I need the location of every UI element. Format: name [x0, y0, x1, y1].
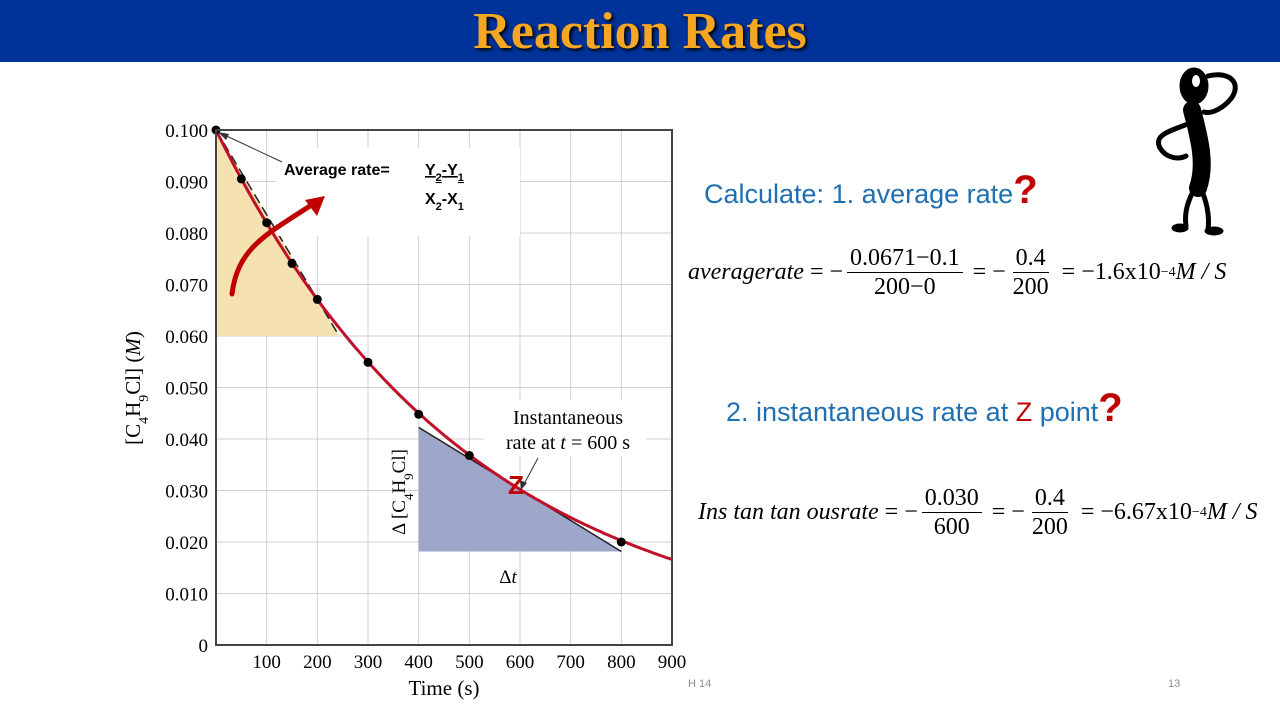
avg-rate-denominator: X2-X1: [425, 191, 464, 213]
footer-label: H 14: [688, 678, 712, 690]
data-point: [363, 357, 373, 367]
question-mark: ?: [1013, 168, 1038, 212]
y-tick-label: 0: [199, 636, 209, 657]
data-point: [414, 409, 424, 419]
avg-rate-numerator: Y2-Y1: [425, 162, 464, 184]
question-average-rate: Calculate: 1. average rate?: [704, 168, 1038, 212]
x-tick-label: 700: [556, 652, 585, 673]
y-tick-label: 0.020: [165, 533, 208, 554]
x-axis-label: Time (s): [409, 676, 480, 700]
x-tick-label: 400: [404, 652, 433, 673]
inst-pointer-arrowhead: [520, 480, 527, 490]
y-tick-label: 0.070: [165, 276, 208, 297]
avg-rate-label: Average rate=: [284, 162, 390, 179]
average-rate-formula: averagerate = − 0.0671−0.1 200−0 = − 0.4 2…: [688, 245, 1227, 300]
inst-rate-box: [484, 400, 646, 456]
x-tick-label: 900: [658, 652, 687, 673]
data-point: [287, 258, 297, 268]
data-point: [262, 218, 272, 228]
x-tick-label: 100: [252, 652, 281, 673]
page-number: 13: [1168, 678, 1181, 690]
data-point: [616, 537, 626, 547]
inst-rate-label-line2: rate at t = 600 s: [506, 432, 630, 454]
curved-arrowhead: [305, 196, 325, 216]
question-mark: ?: [1098, 386, 1123, 430]
avg-rate-box: [276, 148, 520, 236]
y-tick-labels: 0 0.010 0.020 0.030 0.040 0.050 0.060 0.070 0.08…: [165, 121, 208, 657]
y-tick-label: 0.010: [165, 585, 208, 606]
x-tick-label: 300: [354, 652, 383, 673]
curved-arrow: [229, 199, 319, 297]
delta-t-label: Δt: [499, 567, 517, 588]
x-tick-label: 800: [607, 652, 636, 673]
data-point: [236, 174, 246, 184]
y-tick-label: 0.030: [165, 482, 208, 503]
y-tick-label: 0.080: [165, 224, 208, 245]
avg-rate-pointer: [217, 131, 283, 163]
inst-rate-label-line1: Instantaneous: [513, 407, 623, 429]
x-tick-label: 200: [303, 652, 332, 673]
y-axis-label: [C4H9Cl] (M): [121, 331, 152, 445]
y-tick-label: 0.040: [165, 430, 208, 451]
x-tick-labels: 100 200 300 400 500 600 700 800 900: [252, 652, 686, 673]
pointer-arrowhead: [218, 132, 229, 140]
y-tick-label: 0.090: [165, 173, 208, 194]
question-instantaneous-rate: 2. instantaneous rate at Z point?: [726, 386, 1123, 430]
x-tick-label: 600: [506, 652, 535, 673]
x-tick-label: 500: [455, 652, 484, 673]
slide-title: Reaction Rates: [473, 3, 807, 60]
y-tick-label: 0.100: [165, 121, 208, 142]
delta-concentration-label: Δ [C4H9Cl]: [389, 449, 416, 535]
inst-rate-pointer: [522, 457, 539, 487]
plot-frame: [215, 129, 673, 646]
data-point: [464, 450, 474, 460]
thinking-figure-icon: [1156, 67, 1238, 236]
y-tick-label: 0.050: [165, 379, 208, 400]
instantaneous-rate-formula: Ins tan tan ousrate = − 0.030 600 = − 0.4…: [698, 485, 1258, 540]
y-tick-label: 0.060: [165, 327, 208, 348]
title-banner: [0, 0, 1280, 62]
point-z-label: Z: [508, 470, 524, 500]
data-point: [312, 294, 322, 304]
